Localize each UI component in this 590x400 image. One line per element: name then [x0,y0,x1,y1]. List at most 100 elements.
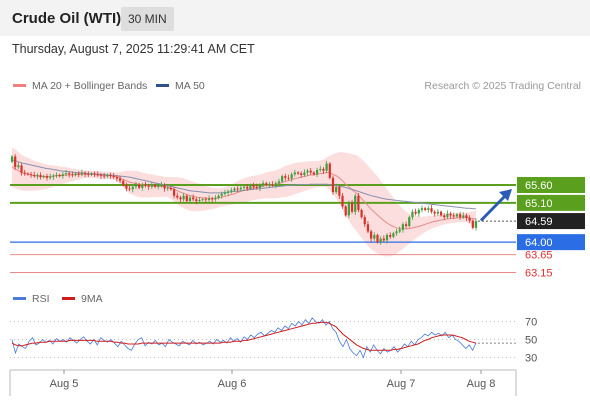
candle-body [357,195,360,210]
candle-body [204,199,207,201]
candle-body [439,211,443,216]
resistance-label-0: 65.60 [525,180,553,192]
instrument-title: Crude Oil (WTI) [12,10,122,27]
candle-body [226,191,230,193]
candle-body [300,173,303,175]
candle-body [284,176,287,178]
candle-body [443,215,446,218]
candle-body [344,206,347,216]
candle-body [319,168,322,170]
candle-body [109,175,112,177]
candle-body [404,224,408,227]
candle-body [17,165,20,168]
candle-body [176,195,179,198]
candle-body [211,198,214,200]
candle-body [255,186,258,188]
candle-body [217,195,220,198]
candle-body [455,214,459,217]
rsi-tick-70: 70 [525,317,537,329]
candle-body [458,214,462,218]
candle-body [290,174,293,179]
candle-body [325,163,328,171]
candle-body [99,175,103,176]
candle-body [312,172,316,175]
candle-body [281,176,284,182]
candle-body [249,185,252,189]
candle-body [106,175,109,177]
candle-body [29,174,33,176]
candle-body [166,187,169,189]
candle-body [39,175,42,178]
candle-body [303,172,306,175]
candles-layer [10,154,512,245]
candle-body [395,231,398,234]
candle-body [134,184,138,187]
time-axis-layer: Aug 5 Aug 6 Aug 7 Aug 8 [9,369,517,396]
price-legend-ma50: MA 50 [156,80,205,92]
candle-body [172,189,176,196]
support-label-box-3 [517,234,585,251]
candle-body [80,172,84,175]
interval-button[interactable]: 30 MIN [121,7,174,31]
candle-body [382,238,385,241]
candle-body [125,185,128,189]
candle-body [201,199,204,201]
candle-body [163,185,166,189]
candle-body [265,183,268,185]
candle-body [93,173,96,175]
candle-body [68,173,71,175]
candle-body [90,173,93,175]
candle-body [14,156,17,168]
candle-body [33,175,36,177]
bollinger-legend-label: MA 20 + Bollinger Bands [32,80,148,92]
candle-body [49,176,52,178]
candle-body [341,195,344,207]
candle-body [103,175,106,177]
candle-body [433,211,436,214]
rsi-ma-swatch [62,296,75,300]
candle-body [179,197,182,200]
candle-body [424,208,427,210]
candle-body [195,199,198,202]
candle-body [188,197,192,202]
candle-body [471,220,474,228]
candle-body [45,176,49,178]
candle-body [446,213,449,218]
candle-body [350,202,354,212]
candle-body [242,186,246,188]
candle-body [185,195,188,202]
candle-body [417,210,420,214]
candle-body [366,224,370,232]
time-tick-label-1: Aug 6 [218,378,247,390]
candle-body [306,170,309,173]
candle-body [118,178,122,181]
candle-body [277,181,281,184]
candle-body [376,235,379,243]
time-tick-label-0: Aug 5 [50,378,79,390]
candle-body [401,224,405,230]
rsi-line [11,317,477,359]
candle-body [26,173,30,175]
candle-body [20,165,23,173]
candle-body [182,195,185,200]
candle-body [347,202,350,216]
candle-body [192,197,195,200]
rsi-tick-30: 30 [525,353,537,365]
candle-body [61,174,64,177]
candle-body [474,221,478,228]
candle-body [309,170,312,173]
candle-body [169,187,173,190]
candle-body [338,186,341,196]
support-label-5: 63.15 [525,268,553,280]
candle-body [150,185,153,187]
candle-body [449,213,452,216]
timestamp: Thursday, August 7, 2025 11:29:41 AM CET [12,42,255,56]
resistance-label-box-0 [517,177,585,193]
candle-body [138,184,141,188]
candle-body [363,217,366,225]
resistance-label-box-1 [517,194,585,211]
candle-body [315,170,319,175]
candle-body [392,233,395,237]
time-tick-label-3: Aug 8 [467,378,496,390]
ma50-legend-label: MA 50 [175,80,205,92]
